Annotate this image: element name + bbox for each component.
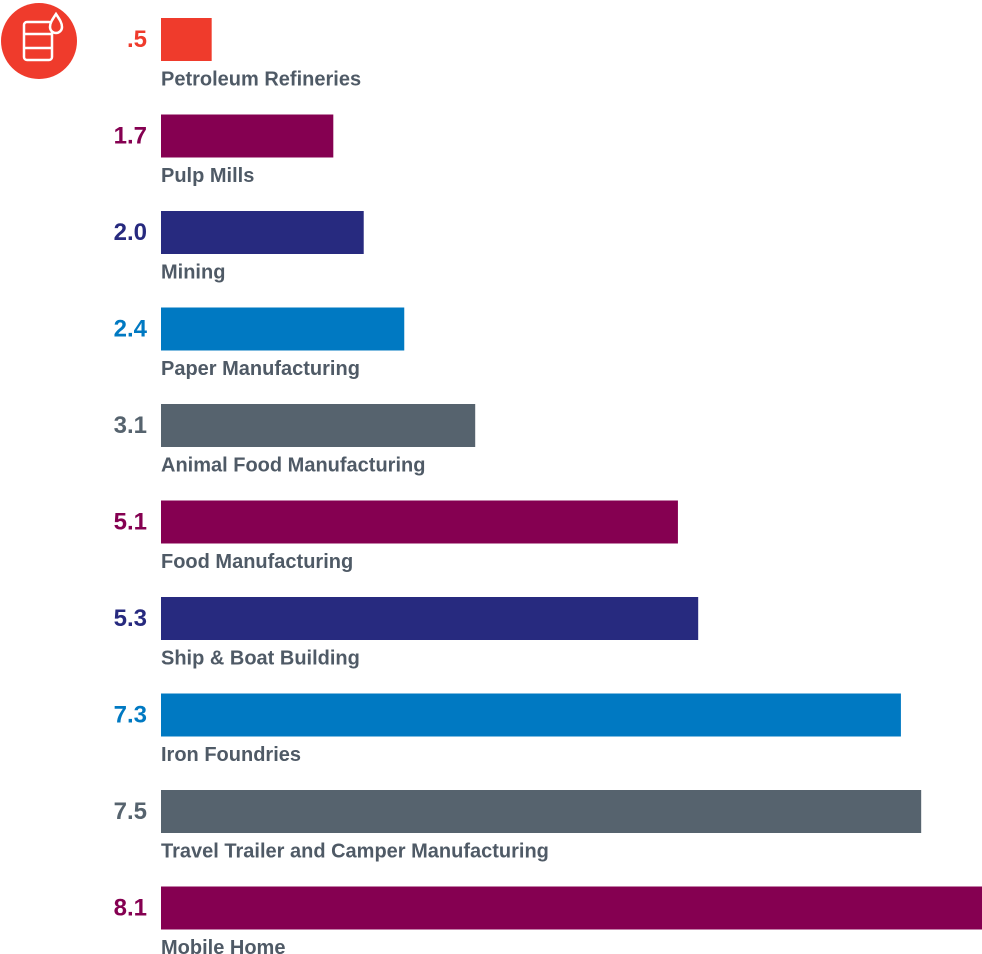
value-label: 8.1: [114, 894, 147, 921]
value-label: 5.1: [114, 508, 147, 535]
value-label: 7.3: [114, 701, 147, 728]
value-label: 7.5: [114, 798, 147, 825]
category-label: Food Manufacturing: [161, 551, 353, 573]
bar: [161, 404, 476, 447]
bar: [161, 693, 901, 737]
category-label: Ship & Boat Building: [161, 647, 360, 669]
bar: [161, 211, 364, 254]
category-label: Mining: [161, 261, 225, 283]
bar: [161, 597, 699, 640]
barrel-icon: [1, 3, 77, 79]
bar: [161, 114, 334, 158]
bar: [161, 18, 212, 61]
value-label: 2.0: [114, 219, 147, 246]
category-label: Paper Manufacturing: [161, 358, 360, 380]
bar: [161, 886, 982, 930]
bar: [161, 500, 678, 544]
category-label: Pulp Mills: [161, 165, 254, 187]
value-label: 2.4: [114, 315, 148, 342]
category-label: Petroleum Refineries: [161, 68, 361, 90]
bar: [161, 307, 405, 351]
value-label: 3.1: [114, 412, 147, 439]
category-label: Iron Foundries: [161, 744, 301, 766]
category-label: Animal Food Manufacturing: [161, 454, 425, 476]
value-label: 1.7: [114, 122, 147, 149]
category-label: Mobile Home: [161, 937, 285, 954]
category-label: Travel Trailer and Camper Manufacturing: [161, 840, 549, 862]
value-label: .5: [127, 26, 147, 53]
bar: [161, 790, 922, 833]
value-label: 5.3: [114, 605, 147, 632]
